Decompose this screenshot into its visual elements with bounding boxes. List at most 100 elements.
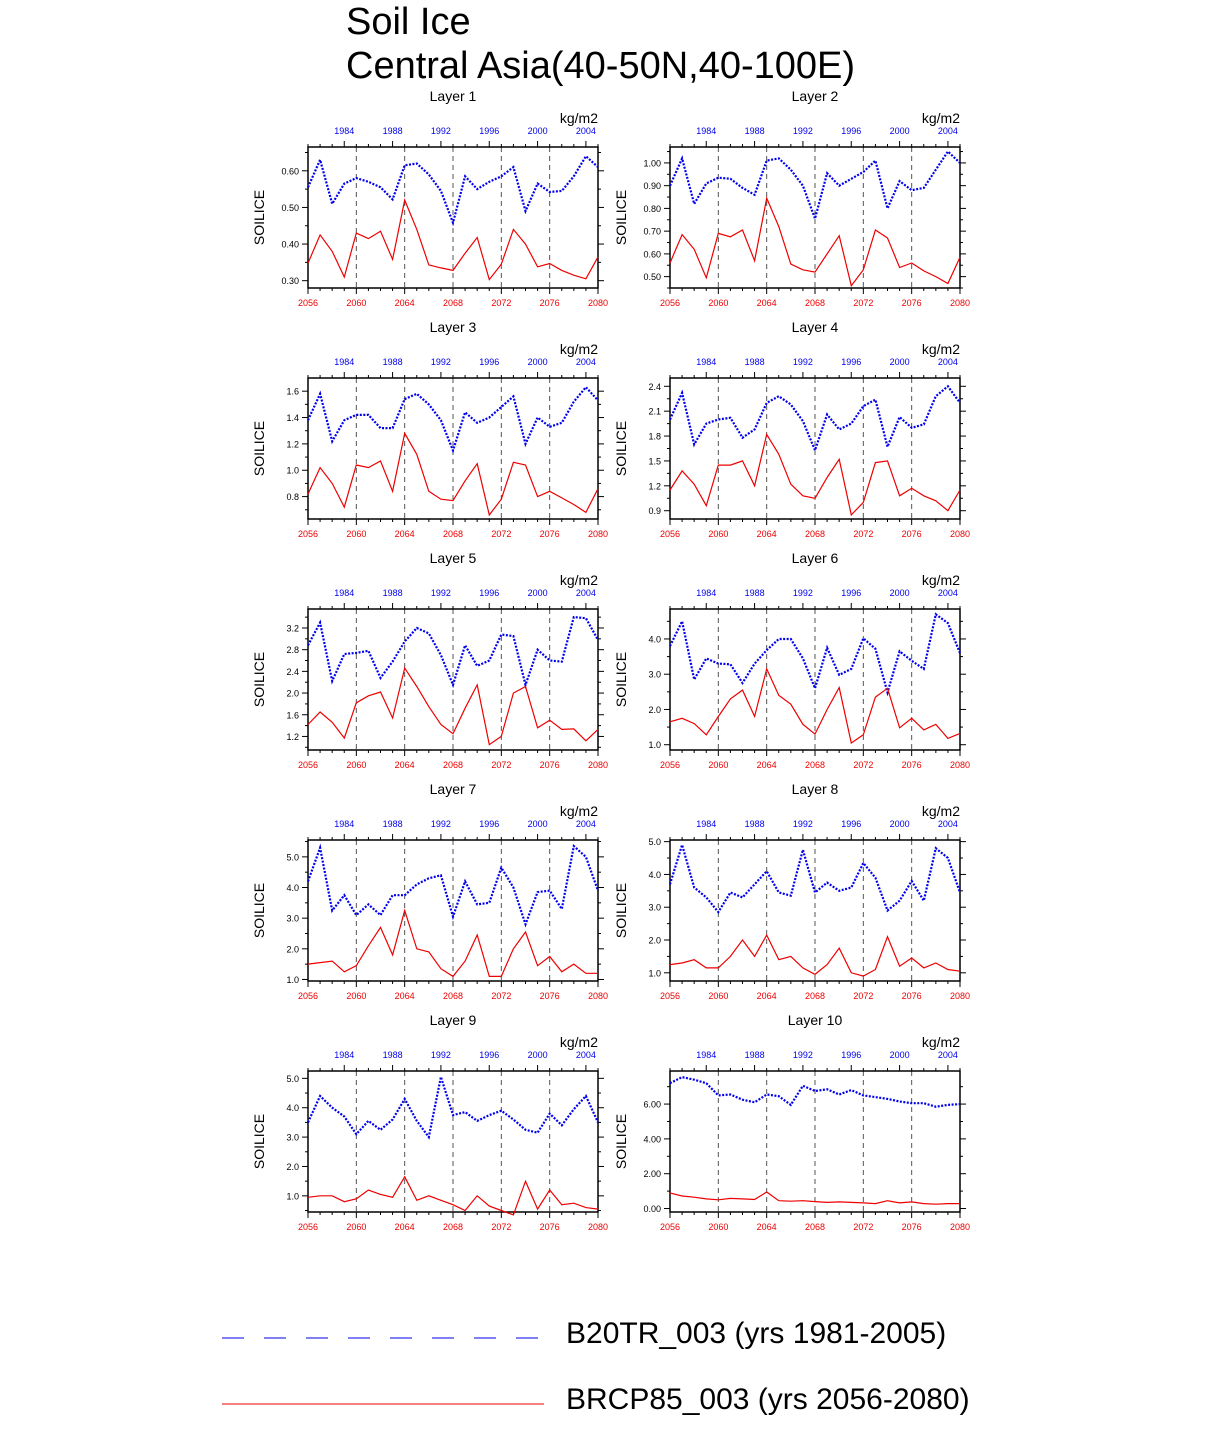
panel-title: Layer 9 xyxy=(430,1012,477,1028)
chart-panel: Layer 7 kg/m2 SOILICE 2056 2060 2064 2068 2072 2… xyxy=(251,781,608,1001)
x-tick-label-bottom: 2072 xyxy=(491,1222,511,1232)
x-tick-label-top: 1988 xyxy=(383,588,403,598)
x-tick-label-top: 2004 xyxy=(576,126,596,136)
series-b20tr-line xyxy=(307,385,599,454)
x-tick-label-top: 2000 xyxy=(528,588,548,598)
x-tick-label-bottom: 2076 xyxy=(540,1222,560,1232)
x-tick-label-top: 1984 xyxy=(334,1050,354,1060)
y-tick-label: 3.0 xyxy=(286,1133,299,1143)
chart-panel: Layer 10 kg/m2 SOILICE 2056 2060 2064 2068 2072… xyxy=(613,1012,970,1232)
x-tick-label-top: 2004 xyxy=(938,1050,958,1060)
x-tick-label-bottom: 2056 xyxy=(298,1222,318,1232)
x-tick-label-top: 1992 xyxy=(431,1050,451,1060)
units-label: kg/m2 xyxy=(922,341,960,357)
x-tick-label-bottom: 2080 xyxy=(588,991,608,1001)
x-tick-label-top: 1988 xyxy=(383,126,403,136)
series-b20tr-line xyxy=(669,612,962,697)
y-tick-label: 1.0 xyxy=(286,975,299,985)
chart-panel: Layer 6 kg/m2 SOILICE 2056 2060 2064 2068 2072 2… xyxy=(613,550,970,770)
x-tick-label-bottom: 2076 xyxy=(902,991,922,1001)
x-tick-label-top: 1984 xyxy=(334,819,354,829)
y-tick-label: 1.2 xyxy=(286,439,299,449)
series-b20tr-line xyxy=(669,1075,961,1108)
x-tick-label-top: 1984 xyxy=(334,126,354,136)
series-brcp85-line xyxy=(307,666,599,746)
y-tick-label: 1.0 xyxy=(286,466,299,476)
y-tick-label: 2.0 xyxy=(648,936,661,946)
x-tick-label-top: 1988 xyxy=(383,1050,403,1060)
x-tick-label-top: 1992 xyxy=(431,819,451,829)
x-tick-label-top: 1984 xyxy=(696,126,716,136)
x-tick-label-bottom: 2056 xyxy=(660,529,680,539)
x-tick-label-bottom: 2068 xyxy=(805,298,825,308)
x-tick-label-top: 2004 xyxy=(576,357,596,367)
x-tick-label-top: 2004 xyxy=(576,588,596,598)
chart-panel: Layer 3 kg/m2 SOILICE 2056 2060 2064 2068 2072 2… xyxy=(251,319,608,539)
x-tick-label-top: 1988 xyxy=(383,819,403,829)
series-brcp85-line xyxy=(669,667,961,744)
x-tick-label-bottom: 2072 xyxy=(491,298,511,308)
x-tick-label-top: 1988 xyxy=(383,357,403,367)
x-tick-label-top: 2004 xyxy=(576,1050,596,1060)
x-tick-label-top: 1984 xyxy=(696,1050,716,1060)
y-tick-label: 0.60 xyxy=(281,166,299,176)
x-tick-label-bottom: 2072 xyxy=(853,1222,873,1232)
x-tick-label-bottom: 2080 xyxy=(588,1222,608,1232)
y-tick-label: 0.50 xyxy=(643,272,661,282)
x-tick-label-bottom: 2056 xyxy=(298,298,318,308)
x-tick-label-bottom: 2064 xyxy=(757,991,777,1001)
x-tick-label-top: 2004 xyxy=(576,819,596,829)
x-tick-label-bottom: 2072 xyxy=(853,298,873,308)
y-tick-label: 1.6 xyxy=(286,710,299,720)
x-tick-label-bottom: 2080 xyxy=(588,529,608,539)
y-axis-label: SOILICE xyxy=(251,421,267,476)
x-tick-label-bottom: 2064 xyxy=(757,760,777,770)
x-tick-label-bottom: 2080 xyxy=(950,298,970,308)
x-tick-label-bottom: 2064 xyxy=(757,529,777,539)
x-tick-label-bottom: 2056 xyxy=(660,1222,680,1232)
panel-title: Layer 5 xyxy=(430,550,477,566)
x-tick-label-top: 2004 xyxy=(938,588,958,598)
y-tick-label: 2.4 xyxy=(648,382,661,392)
series-b20tr-line xyxy=(668,384,961,454)
units-label: kg/m2 xyxy=(560,1034,598,1050)
y-tick-label: 0.60 xyxy=(643,249,661,259)
x-tick-label-bottom: 2056 xyxy=(298,991,318,1001)
y-tick-label: 2.0 xyxy=(286,1162,299,1172)
x-tick-label-bottom: 2060 xyxy=(708,529,728,539)
x-tick-label-top: 2004 xyxy=(938,357,958,367)
panel-title: Layer 4 xyxy=(792,319,839,335)
x-tick-label-top: 1996 xyxy=(841,357,861,367)
series-brcp85-line xyxy=(307,908,598,978)
y-axis-label: SOILICE xyxy=(613,1114,629,1169)
y-tick-label: 0.40 xyxy=(281,240,299,250)
panel-title: Layer 1 xyxy=(430,88,477,104)
x-tick-label-top: 1988 xyxy=(745,1050,765,1060)
y-tick-label: 2.0 xyxy=(648,705,661,715)
x-tick-label-bottom: 2068 xyxy=(805,760,825,770)
x-tick-label-top: 1984 xyxy=(696,357,716,367)
x-tick-label-bottom: 2080 xyxy=(950,760,970,770)
y-tick-label: 0.80 xyxy=(643,204,661,214)
x-tick-label-top: 1992 xyxy=(431,588,451,598)
chart-panel: Layer 5 kg/m2 SOILICE 2056 2060 2064 2068 2072 2… xyxy=(251,550,608,770)
y-tick-label: 1.6 xyxy=(286,387,299,397)
x-tick-label-top: 2000 xyxy=(890,819,910,829)
x-tick-label-top: 2000 xyxy=(890,357,910,367)
series-b20tr-line xyxy=(306,154,599,227)
y-tick-label: 6.00 xyxy=(643,1100,661,1110)
x-tick-label-bottom: 2072 xyxy=(491,760,511,770)
x-tick-label-top: 2000 xyxy=(890,588,910,598)
y-tick-label: 2.1 xyxy=(648,407,661,417)
chart-panel: Layer 2 kg/m2 SOILICE 2056 2060 2064 2068 2072 2… xyxy=(613,88,970,308)
series-brcp85-line xyxy=(669,1191,960,1205)
panel-title: Layer 2 xyxy=(792,88,839,104)
x-tick-label-bottom: 2080 xyxy=(588,760,608,770)
x-tick-label-bottom: 2076 xyxy=(540,760,560,770)
x-tick-label-bottom: 2068 xyxy=(805,991,825,1001)
x-tick-label-bottom: 2064 xyxy=(395,760,415,770)
y-tick-label: 1.0 xyxy=(648,740,661,750)
x-tick-label-bottom: 2060 xyxy=(346,529,366,539)
y-tick-label: 1.2 xyxy=(286,732,299,742)
